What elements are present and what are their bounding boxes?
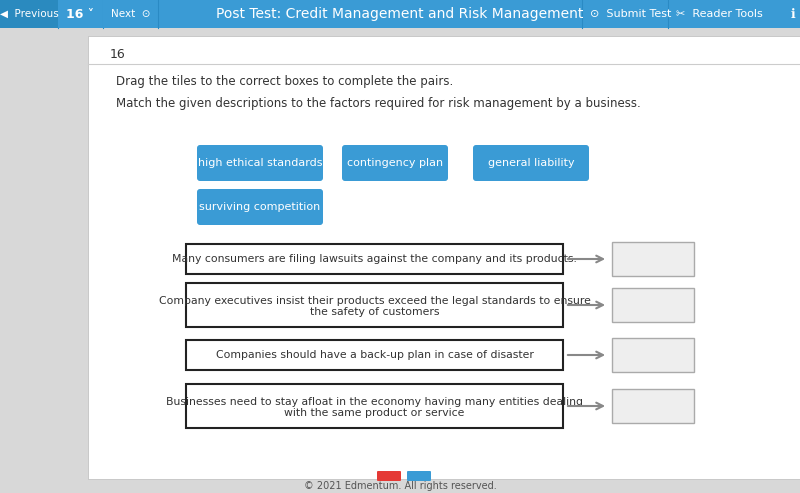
Text: Many consumers are filing lawsuits against the company and its products.: Many consumers are filing lawsuits again… <box>172 254 577 264</box>
Text: Drag the tiles to the correct boxes to complete the pairs.: Drag the tiles to the correct boxes to c… <box>116 75 454 89</box>
Text: Match the given descriptions to the factors required for risk management by a bu: Match the given descriptions to the fact… <box>116 97 641 109</box>
Text: ⊙  Submit Test: ⊙ Submit Test <box>590 9 671 19</box>
Text: with the same product or service: with the same product or service <box>284 408 465 418</box>
Text: the safety of customers: the safety of customers <box>310 307 439 317</box>
Text: 16: 16 <box>110 48 126 62</box>
Text: high ethical standards: high ethical standards <box>198 158 322 168</box>
Text: ✂  Reader Tools: ✂ Reader Tools <box>676 9 762 19</box>
Text: Post Test: Credit Management and Risk Management: Post Test: Credit Management and Risk Ma… <box>216 7 584 21</box>
FancyBboxPatch shape <box>377 471 401 481</box>
FancyBboxPatch shape <box>473 145 589 181</box>
Text: Company executives insist their products exceed the legal standards to ensure: Company executives insist their products… <box>158 296 590 306</box>
Text: contingency plan: contingency plan <box>347 158 443 168</box>
FancyBboxPatch shape <box>612 338 694 372</box>
FancyBboxPatch shape <box>0 0 800 28</box>
Text: general liability: general liability <box>488 158 574 168</box>
FancyBboxPatch shape <box>612 288 694 322</box>
FancyBboxPatch shape <box>88 36 800 479</box>
FancyBboxPatch shape <box>186 244 563 274</box>
Text: surviving competition: surviving competition <box>199 202 321 212</box>
Text: 16 ˅: 16 ˅ <box>66 7 94 21</box>
FancyBboxPatch shape <box>612 389 694 423</box>
Text: Businesses need to stay afloat in the economy having many entities dealing: Businesses need to stay afloat in the ec… <box>166 397 583 407</box>
Text: Next  ⊙: Next ⊙ <box>110 9 150 19</box>
FancyBboxPatch shape <box>197 145 323 181</box>
FancyBboxPatch shape <box>103 0 158 28</box>
FancyBboxPatch shape <box>197 189 323 225</box>
Text: ◀  Previous: ◀ Previous <box>0 9 58 19</box>
Text: ℹ: ℹ <box>790 7 795 21</box>
FancyBboxPatch shape <box>407 471 431 481</box>
Text: Companies should have a back-up plan in case of disaster: Companies should have a back-up plan in … <box>215 350 534 360</box>
FancyBboxPatch shape <box>186 384 563 428</box>
FancyBboxPatch shape <box>58 0 103 28</box>
FancyBboxPatch shape <box>186 283 563 327</box>
Text: © 2021 Edmentum. All rights reserved.: © 2021 Edmentum. All rights reserved. <box>304 481 496 491</box>
FancyBboxPatch shape <box>612 242 694 276</box>
FancyBboxPatch shape <box>342 145 448 181</box>
FancyBboxPatch shape <box>186 340 563 370</box>
FancyBboxPatch shape <box>0 0 58 28</box>
